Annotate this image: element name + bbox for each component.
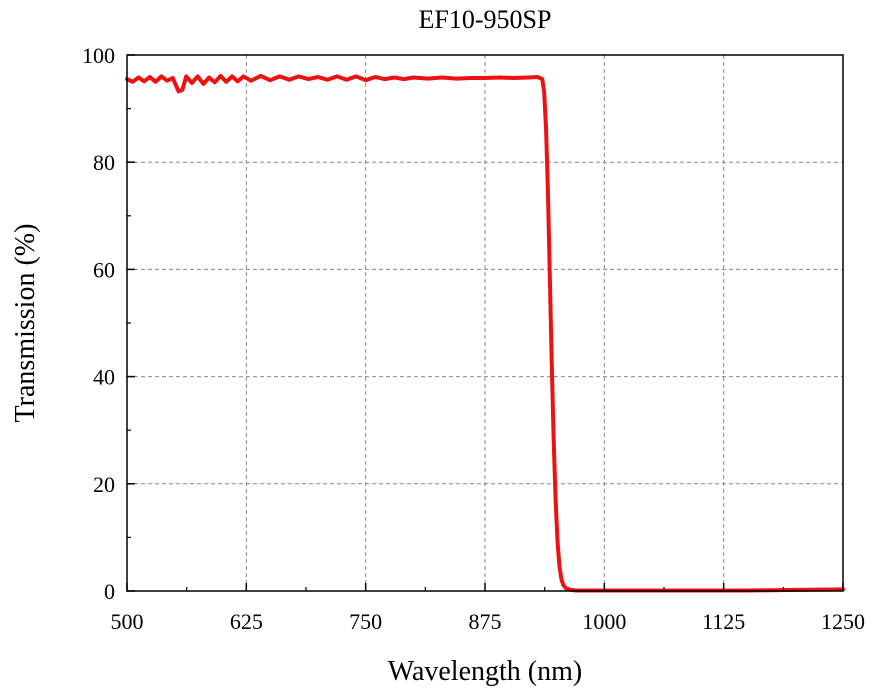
x-tick-label: 1000: [582, 609, 626, 634]
tick-layer: 500 625 750 875 1000 1125 1250 0 20 40 60 80 100: [82, 43, 865, 634]
y-tick-label: 60: [93, 257, 115, 282]
series-layer: [125, 73, 845, 593]
y-tick-label: 40: [93, 365, 115, 390]
x-tick-label: 625: [230, 609, 263, 634]
y-tick-label: 0: [104, 579, 115, 604]
y-axis-label: Transmission (%): [10, 224, 41, 423]
x-tick-label: 1250: [821, 609, 865, 634]
x-tick-label: 750: [349, 609, 382, 634]
y-tick-label: 20: [93, 472, 115, 497]
chart-title: EF10-950SP: [419, 5, 552, 34]
y-tick-label: 80: [93, 150, 115, 175]
y-tick-label: 100: [82, 43, 115, 68]
series-line: [125, 73, 845, 593]
x-tick-label: 500: [111, 609, 144, 634]
x-axis-label: Wavelength (nm): [388, 656, 582, 687]
x-tick-label: 875: [469, 609, 502, 634]
x-tick-label: 1125: [702, 609, 745, 634]
grid-layer: [127, 55, 843, 591]
